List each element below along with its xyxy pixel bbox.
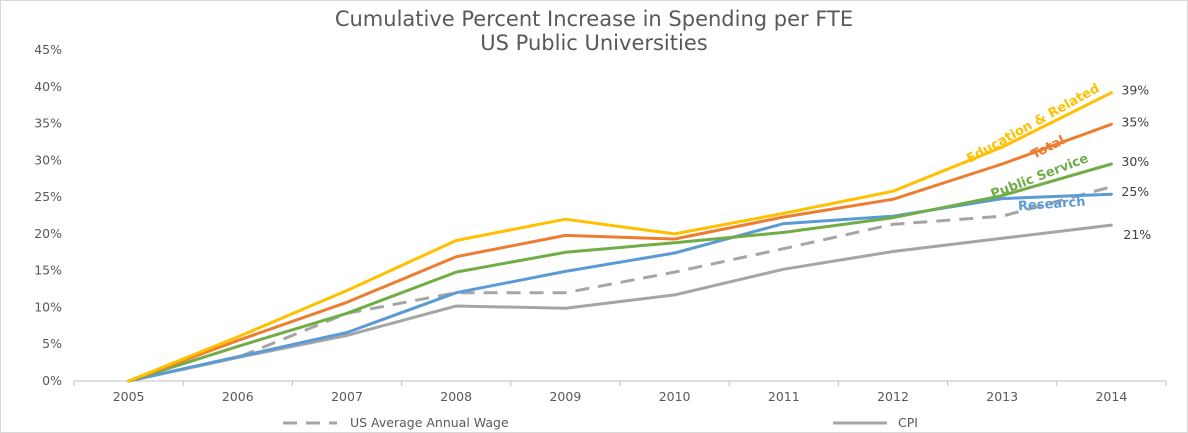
x-tick-label: 2005 — [113, 389, 145, 404]
x-axis: 2005 2006 2007 2008 2009 2010 2011 2012 2013 2014 — [73, 380, 1167, 404]
end-label-edu: 39% — [1121, 83, 1149, 98]
x-tick-label: 2013 — [986, 389, 1018, 404]
x-tick-label: 2009 — [549, 389, 581, 404]
x-tick-label: 2006 — [222, 389, 254, 404]
y-tick-label: 20% — [34, 226, 62, 241]
chart-subtitle: US Public Universities — [480, 31, 707, 55]
end-label-total: 35% — [1121, 114, 1149, 129]
y-tick-label: 40% — [34, 79, 62, 94]
series-line-total — [127, 122, 1113, 383]
series-line-pubsvc — [127, 162, 1113, 383]
y-tick-label: 10% — [34, 299, 62, 314]
x-tick-label: 2008 — [440, 389, 472, 404]
y-tick-label: 25% — [34, 189, 62, 204]
y-tick-label: 35% — [34, 116, 62, 131]
y-tick-label: 45% — [34, 42, 62, 57]
legend-label-cpi: CPI — [898, 415, 918, 430]
series-line-wage — [128, 185, 1112, 383]
series-label-research: Research — [1018, 195, 1086, 215]
y-tick-label: 15% — [34, 263, 62, 278]
series-line-edu — [127, 91, 1113, 383]
series-line-cpi — [127, 223, 1113, 383]
x-tick-label: 2012 — [877, 389, 909, 404]
y-tick-label: 30% — [34, 152, 62, 167]
end-label-cpi: 21% — [1123, 227, 1151, 242]
end-label-research: 25% — [1121, 184, 1149, 199]
y-tick-label: 5% — [42, 336, 62, 351]
y-tick-label: 0% — [42, 373, 62, 388]
x-tick-label: 2011 — [768, 389, 800, 404]
chart-title: Cumulative Percent Increase in Spending … — [335, 7, 853, 31]
series-lines — [127, 91, 1113, 383]
end-labels: 39% 35% 30% 25% 21% — [1121, 83, 1151, 242]
legend-label-wage: US Average Annual Wage — [350, 415, 509, 430]
x-tick-label: 2010 — [659, 389, 691, 404]
x-tick-label: 2014 — [1095, 389, 1127, 404]
y-axis: 0% 5% 10% 15% 20% 25% 30% 35% 40% 45% — [34, 42, 62, 388]
x-tick-label: 2007 — [331, 389, 363, 404]
end-label-pubsvc: 30% — [1121, 154, 1149, 169]
legend: US Average Annual Wage CPI — [283, 415, 918, 430]
